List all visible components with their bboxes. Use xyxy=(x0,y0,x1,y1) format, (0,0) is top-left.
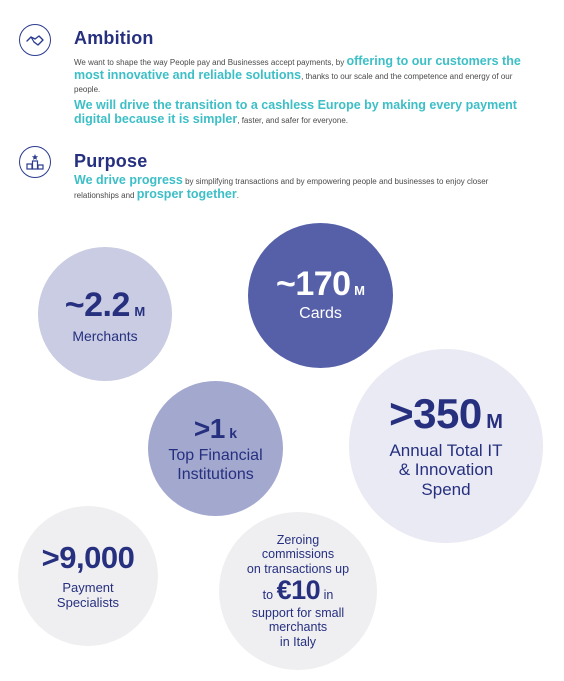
podium-icon xyxy=(26,154,44,170)
ambition-p1-highlight: offering to our customers the most innov… xyxy=(74,54,521,82)
specialists-value: >9,000 xyxy=(41,539,135,575)
merchants-stat-circle: ~2.2 M Merchants xyxy=(38,247,172,381)
purpose-text-b: . xyxy=(236,191,239,200)
spend-label-1: Annual Total IT xyxy=(389,440,503,460)
institutions-unit: k xyxy=(229,425,238,442)
commissions-stat-circle: Zeroing commissions on transactions up t… xyxy=(219,512,377,670)
merchants-unit: M xyxy=(134,303,146,319)
specialists-stat-circle: >9,000 Payment Specialists xyxy=(18,506,158,646)
ambition-p1-text-b: , thanks to our scale and the competence… xyxy=(74,72,513,94)
commissions-value-row: to €10 in xyxy=(263,577,334,604)
cards-stat-circle: ~170 M Cards xyxy=(248,223,393,368)
ambition-p1-text-a: We want to shape the way People pay and … xyxy=(74,58,347,67)
commissions-value: €10 xyxy=(276,575,321,605)
ambition-paragraph-1: We want to shape the way People pay and … xyxy=(74,55,524,96)
spend-label-3: Spend xyxy=(421,479,471,499)
purpose-highlight-2: prosper together xyxy=(136,187,237,201)
purpose-paragraph: We drive progress by simplifying transac… xyxy=(74,174,524,202)
merchants-value: ~2.2 xyxy=(64,285,131,324)
spend-label-2: & Innovation xyxy=(398,460,494,480)
cards-label: Cards xyxy=(299,305,342,323)
purpose-title: Purpose xyxy=(74,151,148,171)
specialists-label-2: Specialists xyxy=(56,594,120,610)
ambition-icon-badge xyxy=(19,24,51,56)
purpose-text-a: by simplifying transactions and by empow… xyxy=(74,177,489,200)
institutions-stat-circle: >1 k Top Financial Institutions xyxy=(148,381,283,516)
commissions-post: in xyxy=(320,588,334,602)
spend-value: >350 xyxy=(389,389,482,437)
ambition-p2-highlight: We will drive the transition to a cashle… xyxy=(74,98,517,126)
cards-value-row: ~170 M xyxy=(276,267,365,301)
handshake-icon xyxy=(26,35,44,46)
ambition-paragraph-2: We will drive the transition to a cashle… xyxy=(74,99,524,127)
cards-unit: M xyxy=(350,283,366,299)
institutions-value: >1 xyxy=(193,413,225,445)
commissions-line-3: on transactions up xyxy=(246,561,350,576)
cards-value: ~170 xyxy=(275,265,351,304)
institutions-label-2: Institutions xyxy=(177,465,254,483)
spend-unit: M xyxy=(486,410,503,433)
commissions-pre: to xyxy=(262,588,277,602)
merchants-label: Merchants xyxy=(72,327,138,344)
institutions-value-row: >1 k xyxy=(194,415,237,443)
specialists-label-1: Payment xyxy=(62,579,114,595)
merchants-value-row: ~2.2 M xyxy=(65,288,145,322)
commissions-line-7: in Italy xyxy=(279,634,317,649)
commissions-line-6: merchants xyxy=(268,620,328,635)
purpose-highlight-1: We drive progress xyxy=(74,173,183,187)
commissions-line-5: support for small xyxy=(251,606,345,620)
commissions-line-2: commissions xyxy=(261,547,335,562)
purpose-icon-badge xyxy=(19,146,51,178)
spend-value-row: >350 M xyxy=(389,389,503,437)
ambition-title: Ambition xyxy=(74,28,154,48)
ambition-p2-text: , faster, and safer for everyone. xyxy=(237,116,348,125)
commissions-line-1: Zeroing xyxy=(276,532,320,547)
spend-stat-circle: >350 M Annual Total IT & Innovation Spen… xyxy=(349,349,543,543)
institutions-label-1: Top Financial xyxy=(168,447,263,465)
